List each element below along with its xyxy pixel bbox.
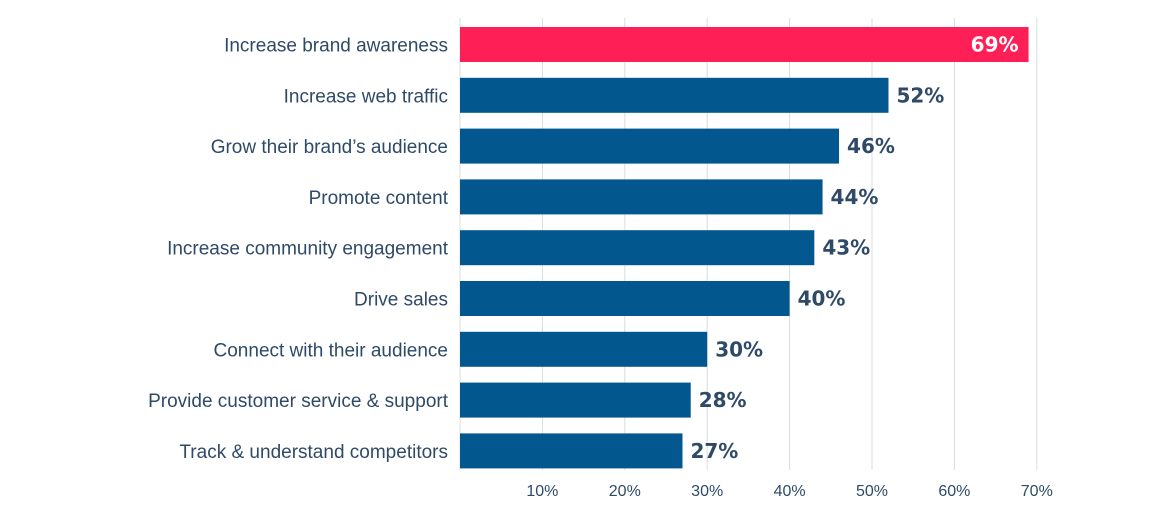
- bar-6: [460, 331, 708, 367]
- x-tick-label: 60%: [938, 483, 970, 500]
- x-tick-label: 10%: [526, 483, 558, 500]
- bar-8: [460, 433, 683, 469]
- value-label: 43%: [822, 236, 870, 260]
- bar-3: [460, 179, 823, 215]
- category-label: Connect with their audience: [214, 340, 448, 361]
- category-label: Track & understand competitors: [179, 442, 448, 463]
- x-tick-label: 20%: [609, 483, 641, 500]
- x-tick-label: 40%: [774, 483, 806, 500]
- x-axis-tick-labels: 10% 20% 30% 40% 50% 60% 70%: [526, 483, 1052, 500]
- category-label: Drive sales: [354, 290, 448, 311]
- category-label: Provide customer service & support: [148, 391, 449, 412]
- bar-2: [460, 128, 840, 164]
- value-label: 69%: [971, 33, 1019, 57]
- value-label: 40%: [798, 287, 846, 311]
- bar-0: [460, 27, 1029, 62]
- x-tick-label: 30%: [691, 483, 723, 500]
- value-labels: 69% 52% 46% 44% 43% 40% 30% 28% 27%: [690, 33, 1018, 463]
- category-label: Promote content: [309, 188, 449, 209]
- bar-5: [460, 281, 790, 316]
- x-tick-label: 50%: [856, 483, 888, 500]
- value-label: 28%: [699, 388, 747, 412]
- category-labels: Increase brand awareness Increase web tra…: [148, 36, 449, 463]
- bars: [460, 27, 1029, 469]
- category-label: Increase community engagement: [167, 239, 449, 260]
- value-label: 44%: [831, 185, 879, 209]
- x-tick-label: 70%: [1021, 483, 1053, 500]
- bar-1: [460, 77, 889, 113]
- category-label: Grow their brand’s audience: [211, 137, 448, 158]
- bar-7: [460, 382, 691, 418]
- value-label: 52%: [896, 83, 944, 107]
- value-label: 30%: [715, 337, 763, 361]
- category-label: Increase web traffic: [284, 86, 448, 107]
- category-label: Increase brand awareness: [224, 36, 448, 57]
- bar-4: [460, 230, 815, 266]
- value-label: 27%: [690, 439, 738, 463]
- value-label: 46%: [847, 134, 895, 158]
